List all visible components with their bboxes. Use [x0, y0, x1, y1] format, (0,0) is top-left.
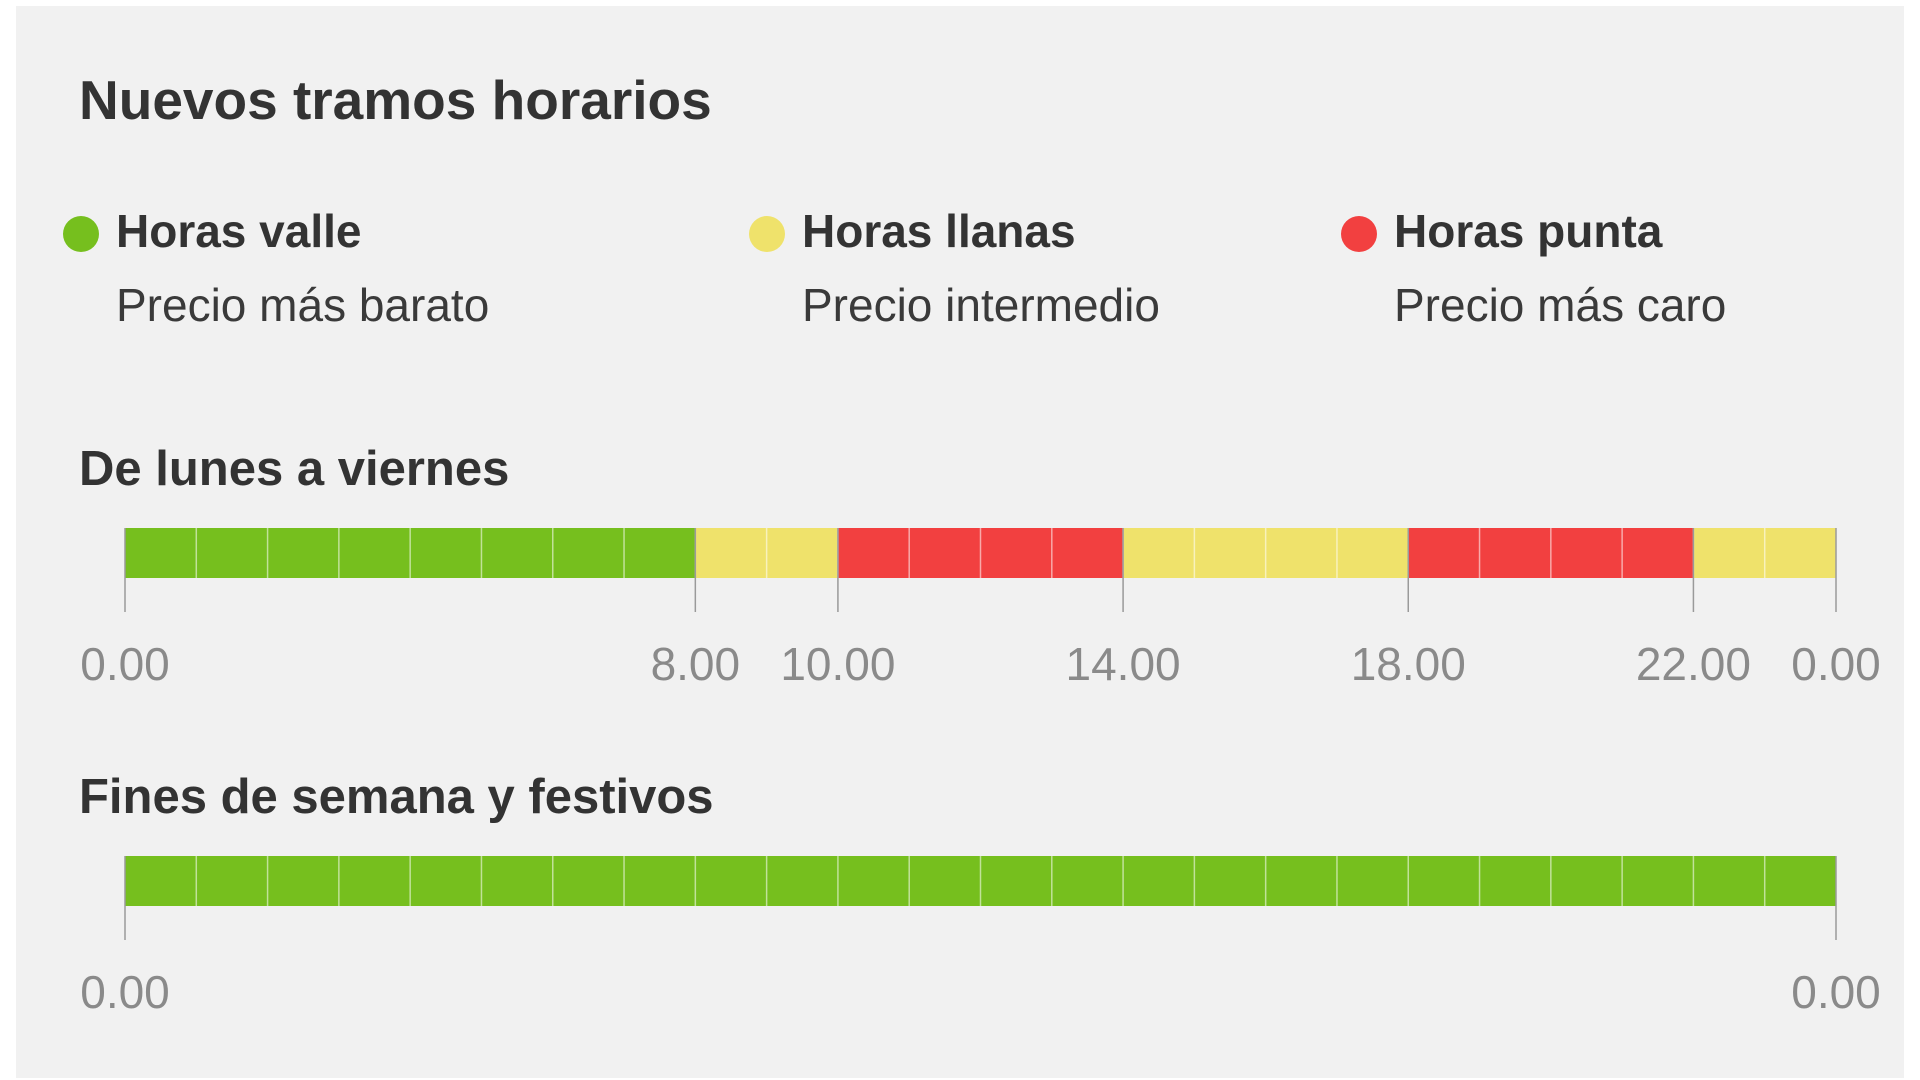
weekend-tick-label: 0.00: [80, 966, 170, 1018]
weekday-tick-label: 0.00: [1791, 638, 1881, 690]
legend-desc-valle: Precio más barato: [116, 279, 490, 331]
legend-desc-punta: Precio más caro: [1394, 279, 1727, 331]
chart-title: Nuevos tramos horarios: [79, 69, 712, 131]
weekday-tick-label: 0.00: [80, 638, 170, 690]
weekday-tick-label: 10.00: [780, 638, 895, 690]
weekend-tick-label: 0.00: [1791, 966, 1881, 1018]
infographic-panel: Nuevos tramos horarios Horas valle Preci…: [16, 6, 1904, 1078]
weekday-tick-label: 8.00: [651, 638, 741, 690]
legend-desc-llana: Precio intermedio: [802, 279, 1160, 331]
legend-dot-valle: [63, 216, 99, 252]
weekday-tick-label: 22.00: [1636, 638, 1751, 690]
legend-dot-punta: [1341, 216, 1377, 252]
legend-label-punta: Horas punta: [1394, 205, 1663, 257]
timeline-chart: 0.00 8.00 10.00 14.00 18.00 22.00 0.00 0.00 0.00: [80, 528, 1881, 1018]
weekday-tick-label: 14.00: [1066, 638, 1181, 690]
weekday-tick-label: 18.00: [1351, 638, 1466, 690]
weekend-section-title: Fines de semana y festivos: [79, 770, 714, 824]
legend-label-llana: Horas llanas: [802, 205, 1076, 257]
weekday-section-title: De lunes a viernes: [79, 442, 510, 496]
legend-label-valle: Horas valle: [116, 205, 362, 257]
legend-dot-llana: [749, 216, 785, 252]
